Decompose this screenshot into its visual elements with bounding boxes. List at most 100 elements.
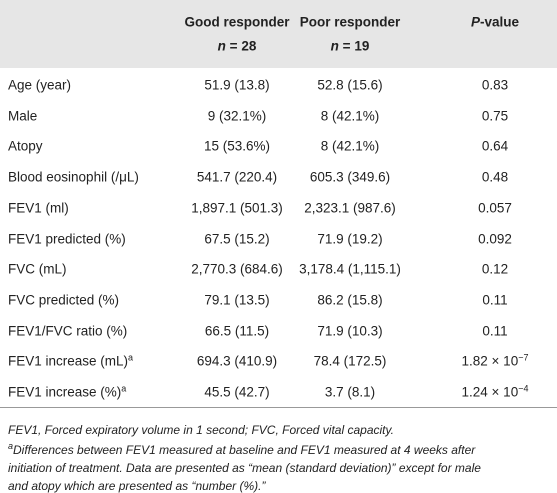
label-text: FEV1 predicted (%) xyxy=(8,231,126,246)
footnote-marker: a xyxy=(121,383,127,394)
row-label: Age (year) xyxy=(8,78,71,93)
value-text: 86.2 (15.8) xyxy=(317,292,383,308)
group-size: n = 19 xyxy=(331,39,370,54)
p-value-cell: 0.057 xyxy=(478,200,512,215)
value-text: 3.7 (8.1) xyxy=(324,384,376,400)
value-text: 45.5 (42.7) xyxy=(204,384,270,400)
group-size: n = 28 xyxy=(218,39,257,54)
p-value-text: 1.24 × 10 xyxy=(461,384,519,400)
footnote-marker: a xyxy=(128,352,134,363)
value-text: 9 (32.1%) xyxy=(207,108,267,124)
label-text: Male xyxy=(8,108,38,124)
footnote: and atopy which are presented as “number… xyxy=(8,479,265,493)
value-cell: 78.4 (172.5) xyxy=(314,354,387,369)
p-value-text: 0.11 xyxy=(482,292,508,308)
value-text: 1,897.1 (501.3) xyxy=(191,200,283,216)
value-text: 66.5 (11.5) xyxy=(204,323,270,339)
p-value-text: 1.82 × 10 xyxy=(461,353,519,369)
column-title: Poor responder xyxy=(299,14,401,30)
footnote-text: initiation of treatment. Data are presen… xyxy=(8,461,481,476)
value-text: 694.3 (410.9) xyxy=(196,353,278,369)
value-text: 51.9 (13.8) xyxy=(204,77,270,93)
value-text: 15 (53.6%) xyxy=(203,138,271,154)
p-value-text: 0.83 xyxy=(481,77,509,93)
p-value-cell: 0.11 xyxy=(482,323,507,338)
row-label: FVC (mL) xyxy=(8,262,67,277)
value-cell: 2,770.3 (684.6) xyxy=(191,262,283,277)
label-text: FEV1 increase (mL) xyxy=(8,353,129,369)
value-cell: 52.8 (15.6) xyxy=(317,78,382,93)
row-label: Atopy xyxy=(8,139,43,154)
row-label: FEV1 increase (%)a xyxy=(8,383,127,400)
value-cell: 71.9 (19.2) xyxy=(317,231,382,246)
label-text: FEV1 (ml) xyxy=(8,200,69,216)
p-value-cell: 1.24 × 10−4 xyxy=(461,383,529,400)
n-count: = 19 xyxy=(342,38,370,54)
p-value-cell: 0.75 xyxy=(482,108,508,123)
p-value-text: 0.057 xyxy=(478,200,512,216)
p-value-cell: 1.82 × 10−7 xyxy=(461,352,529,369)
label-text: FVC (mL) xyxy=(8,261,67,277)
value-cell: 15 (53.6%) xyxy=(204,139,270,154)
value-cell: 66.5 (11.5) xyxy=(205,323,269,338)
p-value-exponent: −4 xyxy=(518,383,529,394)
value-text: 2,323.1 (987.6) xyxy=(304,200,396,216)
footnote-text: Differences between FEV1 measured at bas… xyxy=(13,443,476,458)
value-text: 67.5 (15.2) xyxy=(204,231,270,246)
value-cell: 694.3 (410.9) xyxy=(197,354,277,369)
p-value-cell: 0.83 xyxy=(482,78,508,93)
label-text: Atopy xyxy=(8,138,43,154)
p-value-cell: 0.12 xyxy=(482,262,508,277)
table-bottom-rule xyxy=(0,407,557,409)
column-header: Good responder xyxy=(184,15,289,30)
p-value-text: 0.092 xyxy=(478,231,512,246)
label-text: Age (year) xyxy=(8,77,72,93)
p-value-text: 0.12 xyxy=(481,261,509,277)
value-cell: 9 (32.1%) xyxy=(208,108,267,123)
value-cell: 2,323.1 (987.6) xyxy=(304,200,396,215)
value-cell: 541.7 (220.4) xyxy=(197,170,277,185)
value-cell: 3.7 (8.1) xyxy=(325,385,375,400)
value-text: 541.7 (220.4) xyxy=(196,169,278,185)
p-title: -value xyxy=(479,14,520,30)
row-label: Blood eosinophil (/μL) xyxy=(8,170,139,185)
column-header: Poor responder xyxy=(300,15,401,30)
value-cell: 67.5 (15.2) xyxy=(204,231,269,246)
row-label: FEV1 increase (mL)a xyxy=(8,352,134,369)
footnote-text: FEV1, Forced expiratory volume in 1 seco… xyxy=(8,423,394,438)
value-cell: 71.9 (10.3) xyxy=(317,323,382,338)
footnote-text: and atopy which are presented as “number… xyxy=(8,479,266,493)
p-value-exponent: −7 xyxy=(518,352,529,363)
p-value-cell: 0.092 xyxy=(478,231,512,246)
footnote: initiation of treatment. Data are presen… xyxy=(8,461,481,475)
label-text: Blood eosinophil (/μL) xyxy=(8,169,139,185)
p-symbol: P xyxy=(470,14,480,30)
p-value-cell: 0.64 xyxy=(482,139,508,154)
value-cell: 1,897.1 (501.3) xyxy=(191,200,283,215)
p-value-cell: 0.11 xyxy=(482,292,507,307)
n-symbol: n xyxy=(217,38,226,54)
footnote: aDifferences between FEV1 measured at ba… xyxy=(8,441,476,458)
row-label: FEV1 (ml) xyxy=(8,200,69,215)
value-text: 2,770.3 (684.6) xyxy=(191,261,283,277)
value-text: 79.1 (13.5) xyxy=(204,292,270,308)
value-cell: 3,178.4 (1,115.1) xyxy=(299,262,401,277)
column-title: Good responder xyxy=(184,14,290,30)
value-cell: 8 (42.1%) xyxy=(321,139,380,154)
footnote: FEV1, Forced expiratory volume in 1 seco… xyxy=(8,423,394,437)
label-text: FEV1 increase (%) xyxy=(8,384,122,400)
value-cell: 8 (42.1%) xyxy=(321,108,380,123)
p-value-text: 0.48 xyxy=(481,169,509,185)
value-text: 52.8 (15.6) xyxy=(317,77,383,93)
row-label: FVC predicted (%) xyxy=(8,292,119,307)
header-background xyxy=(0,0,557,68)
footnote-marker: a xyxy=(8,441,14,452)
column-header: P-value xyxy=(471,15,519,30)
value-text: 605.3 (349.6) xyxy=(309,169,391,185)
value-cell: 79.1 (13.5) xyxy=(204,292,269,307)
label-text: FVC predicted (%) xyxy=(8,292,120,308)
value-text: 78.4 (172.5) xyxy=(313,353,387,369)
label-text: FEV1/FVC ratio (%) xyxy=(8,323,128,339)
p-value-text: 0.75 xyxy=(481,108,509,124)
